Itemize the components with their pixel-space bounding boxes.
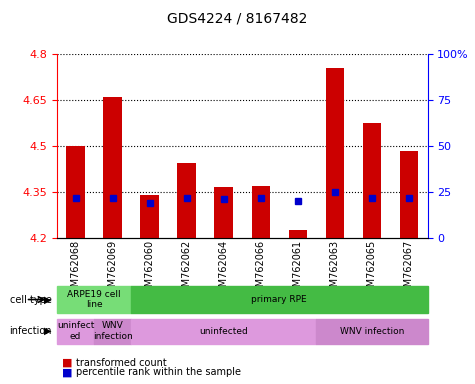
Text: ■: ■ [62, 367, 72, 377]
Text: cell type: cell type [10, 295, 51, 305]
Text: percentile rank within the sample: percentile rank within the sample [76, 367, 241, 377]
Text: transformed count: transformed count [76, 358, 167, 368]
Text: uninfect
ed: uninfect ed [57, 321, 94, 341]
Bar [326, 68, 344, 238]
Bar [215, 187, 233, 238]
Bar [141, 195, 159, 238]
Text: WNV infection: WNV infection [340, 327, 404, 336]
Bar [289, 230, 307, 238]
Text: WNV
infection: WNV infection [93, 321, 133, 341]
Text: GDS4224 / 8167482: GDS4224 / 8167482 [167, 12, 308, 25]
Text: ▶: ▶ [44, 326, 51, 336]
Text: ■: ■ [62, 358, 72, 368]
Bar [104, 97, 122, 238]
Text: uninfected: uninfected [200, 327, 248, 336]
Text: ARPE19 cell
line: ARPE19 cell line [67, 290, 121, 309]
Bar [178, 163, 196, 238]
Bar [66, 146, 85, 238]
Bar [252, 186, 270, 238]
Text: infection: infection [10, 326, 52, 336]
Text: primary RPE: primary RPE [251, 295, 307, 304]
Bar [400, 151, 418, 238]
Text: ▶: ▶ [44, 295, 51, 305]
Bar [363, 123, 381, 238]
